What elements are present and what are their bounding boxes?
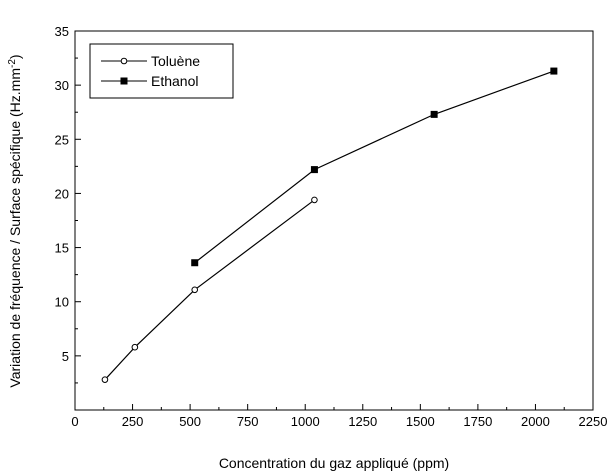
x-tick-label: 500 [179, 414, 201, 429]
x-tick-label: 2250 [579, 414, 608, 429]
x-axis-title: Concentration du gaz appliqué (ppm) [219, 455, 449, 471]
y-tick-label: 35 [55, 24, 69, 39]
data-point-toluene [191, 286, 199, 294]
data-point-toluene [101, 376, 109, 383]
x-tick-label: 1250 [348, 414, 377, 429]
legend-marker-ethanol [120, 77, 128, 85]
x-tick-label: 1500 [406, 414, 435, 429]
data-point-toluene [311, 196, 318, 204]
x-tick-label: 1000 [291, 414, 320, 429]
data-point-ethanol [430, 110, 438, 118]
data-point-ethanol [310, 166, 318, 174]
y-axis-ticks: 5 10 15 20 25 30 35 [55, 24, 81, 384]
legend: Toluène Ethanol [89, 43, 234, 99]
data-point-toluene [131, 343, 139, 351]
y-tick-label: 10 [55, 295, 69, 310]
y-tick-label: 30 [55, 78, 69, 93]
legend-marker-toluene [120, 57, 128, 65]
data-point-ethanol [550, 67, 558, 75]
data-point-ethanol [191, 259, 199, 267]
x-axis-ticks: 0 250 500 750 1000 1250 1500 1750 2000 2250 [71, 404, 607, 429]
y-axis-title-superscript: -2 [7, 59, 18, 68]
y-axis-title: Variation de fréquence / Surface spécifi… [7, 54, 23, 387]
legend-label-toluene: Toluène [151, 53, 200, 69]
y-tick-label: 5 [62, 349, 69, 364]
x-tick-label: 750 [237, 414, 259, 429]
x-tick-label: 0 [71, 414, 78, 429]
series-line-ethanol [194, 70, 555, 264]
legend-label-ethanol: Ethanol [151, 73, 198, 89]
x-tick-label: 1750 [463, 414, 492, 429]
y-axis-title-end: ) [7, 54, 23, 59]
y-tick-label: 25 [55, 132, 69, 147]
y-tick-label: 20 [55, 186, 69, 201]
y-axis-title-main: Variation de fréquence / Surface spécifi… [7, 68, 23, 388]
legend-box [89, 43, 234, 99]
y-tick-label: 15 [55, 241, 69, 256]
x-tick-label: 2000 [521, 414, 550, 429]
series-layer [101, 67, 558, 383]
series-line-toluene [104, 199, 315, 381]
x-tick-label: 250 [122, 414, 144, 429]
